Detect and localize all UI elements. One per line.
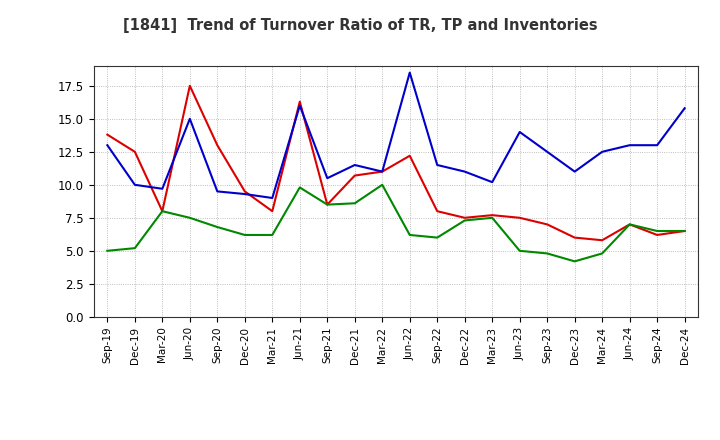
- Trade Receivables: [460, 215, 469, 220]
- Trade Receivables: [488, 213, 497, 218]
- Trade Receivables: [405, 153, 414, 158]
- Inventories: [295, 185, 304, 190]
- Trade Receivables: [130, 149, 139, 154]
- Trade Payables: [598, 149, 606, 154]
- Inventories: [351, 201, 359, 206]
- Trade Receivables: [323, 202, 332, 207]
- Inventories: [268, 232, 276, 238]
- Trade Payables: [405, 70, 414, 75]
- Trade Receivables: [626, 222, 634, 227]
- Trade Payables: [130, 182, 139, 187]
- Trade Payables: [213, 189, 222, 194]
- Inventories: [598, 251, 606, 256]
- Inventories: [405, 232, 414, 238]
- Trade Receivables: [186, 83, 194, 88]
- Trade Payables: [103, 143, 112, 148]
- Trade Payables: [378, 169, 387, 174]
- Inventories: [240, 232, 249, 238]
- Inventories: [433, 235, 441, 240]
- Trade Payables: [570, 169, 579, 174]
- Trade Payables: [295, 103, 304, 108]
- Trade Receivables: [268, 209, 276, 214]
- Trade Payables: [323, 176, 332, 181]
- Trade Payables: [240, 191, 249, 197]
- Inventories: [323, 202, 332, 207]
- Trade Receivables: [240, 189, 249, 194]
- Line: Trade Receivables: Trade Receivables: [107, 86, 685, 240]
- Trade Receivables: [378, 169, 387, 174]
- Trade Receivables: [433, 209, 441, 214]
- Trade Receivables: [103, 132, 112, 137]
- Trade Receivables: [543, 222, 552, 227]
- Trade Payables: [516, 129, 524, 135]
- Inventories: [653, 228, 662, 234]
- Inventories: [213, 224, 222, 230]
- Trade Payables: [351, 162, 359, 168]
- Line: Trade Payables: Trade Payables: [107, 73, 685, 198]
- Trade Payables: [158, 186, 166, 191]
- Text: [1841]  Trend of Turnover Ratio of TR, TP and Inventories: [1841] Trend of Turnover Ratio of TR, TP…: [122, 18, 598, 33]
- Inventories: [488, 215, 497, 220]
- Inventories: [543, 251, 552, 256]
- Trade Receivables: [598, 238, 606, 243]
- Trade Payables: [626, 143, 634, 148]
- Trade Receivables: [680, 228, 689, 234]
- Trade Payables: [488, 180, 497, 185]
- Inventories: [103, 248, 112, 253]
- Line: Inventories: Inventories: [107, 185, 685, 261]
- Inventories: [460, 218, 469, 223]
- Trade Payables: [460, 169, 469, 174]
- Trade Payables: [268, 195, 276, 201]
- Trade Receivables: [351, 173, 359, 178]
- Inventories: [186, 215, 194, 220]
- Trade Payables: [543, 149, 552, 154]
- Trade Receivables: [653, 232, 662, 238]
- Inventories: [626, 222, 634, 227]
- Trade Receivables: [213, 143, 222, 148]
- Inventories: [378, 182, 387, 187]
- Trade Receivables: [295, 99, 304, 104]
- Trade Receivables: [158, 209, 166, 214]
- Trade Receivables: [570, 235, 579, 240]
- Inventories: [680, 228, 689, 234]
- Inventories: [570, 259, 579, 264]
- Trade Payables: [186, 116, 194, 121]
- Inventories: [130, 246, 139, 251]
- Trade Receivables: [516, 215, 524, 220]
- Trade Payables: [680, 106, 689, 111]
- Trade Payables: [653, 143, 662, 148]
- Inventories: [158, 209, 166, 214]
- Inventories: [516, 248, 524, 253]
- Trade Payables: [433, 162, 441, 168]
